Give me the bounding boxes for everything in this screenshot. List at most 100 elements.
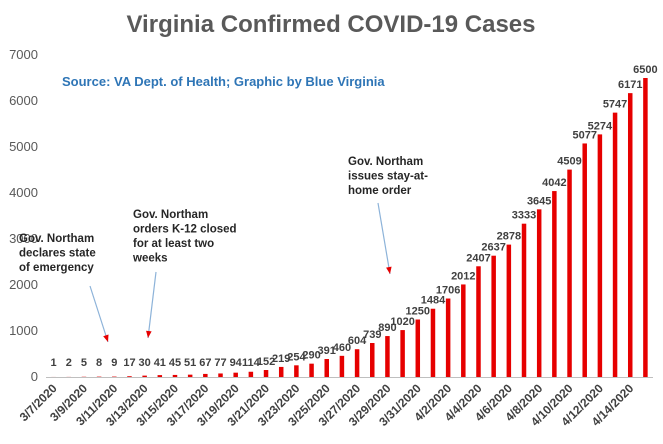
data-label: 890 [378,322,396,334]
data-label: 67 [199,357,211,369]
bar [415,319,421,377]
bar-series [51,78,648,377]
bar [476,266,481,377]
bar [142,375,147,377]
annotation-line: Gov. Northam [133,209,208,221]
annotation-arrowhead [103,334,109,342]
data-label: 114 [242,357,261,369]
bar [248,371,254,377]
bar [172,374,178,377]
annotation-arrow-line [89,285,109,343]
bar [552,191,557,377]
bar [582,143,587,377]
annotation: Gov. Northam orders K-12 closed for at lea… [132,209,237,339]
data-label: 8 [96,357,102,369]
annotation-line: weeks [132,253,168,265]
data-label: 5 [81,357,87,369]
annotation-line: Gov. Northam [348,156,423,168]
data-label: 739 [363,329,381,341]
data-label: 290 [302,350,320,362]
bar [203,373,208,377]
data-label: 77 [214,357,226,369]
data-label: 17 [123,357,135,369]
data-label: 391 [318,345,336,357]
bar [218,373,223,377]
annotation-arrow-line [147,271,157,339]
data-label: 30 [139,357,151,369]
annotation-line: for at least two [133,238,214,250]
data-label: 1020 [390,316,414,328]
data-label: 4509 [557,156,581,168]
data-label: 219 [272,353,290,365]
annotations: Gov. Northam declares state of emergencyGo… [19,156,428,343]
annotation-line: declares state [19,248,96,260]
annotation: Gov. Northam declares state of emergency [19,233,109,343]
data-label: 254 [287,351,306,363]
data-label: 51 [184,357,196,369]
y-tick-label: 4000 [9,185,38,200]
bar [567,169,572,377]
data-label: 604 [348,335,367,347]
data-label: 1 [51,357,57,369]
annotation-line: of emergency [19,262,94,274]
bar [339,355,345,377]
data-label: 5077 [572,129,596,141]
bar [324,359,329,377]
bar [461,284,466,377]
bar [354,349,360,377]
data-label: 41 [154,357,166,369]
data-label: 460 [333,342,351,354]
bar [370,343,375,377]
bar [445,298,451,377]
data-label: 9 [111,357,117,369]
data-label: 6500 [633,64,657,76]
bar [536,209,542,377]
data-label: 4042 [542,177,566,189]
bar [233,372,238,377]
bar [294,365,299,377]
data-label: 2407 [466,252,490,264]
annotation-line: issues stay-at- [348,171,428,183]
y-axis-ticks: 0 1000 2000 3000 4000 5000 6000 7000 [9,47,653,384]
annotation-text: Gov. Northam declares state of emergency [19,233,96,274]
bar [385,336,390,377]
x-axis-ticks: 3/7/20203/9/20203/11/20203/13/20203/15/2… [17,381,637,429]
data-label: 1484 [421,295,446,307]
annotation-line: orders K-12 closed [133,224,237,236]
data-label: 5747 [603,99,627,111]
annotation-arrowhead [146,330,152,338]
data-label: 152 [257,356,275,368]
y-tick-label: 7000 [9,47,38,62]
annotation-arrowhead [386,266,392,274]
bar [157,375,163,377]
y-tick-label: 1000 [9,323,38,338]
chart-subtitle: Source: VA Dept. of Health; Graphic by B… [62,74,385,89]
bar [612,112,618,377]
data-label: 2 [66,357,72,369]
data-label: 6171 [618,79,642,91]
y-tick-label: 5000 [9,139,38,154]
bar [430,308,436,377]
bar [521,223,527,377]
data-label: 2637 [481,242,505,254]
annotation-line: home order [348,185,412,197]
annotation-text: Gov. Northam issues stay-at-home order [348,156,428,197]
bar [127,376,132,377]
annotation-arrow-line [377,202,391,275]
bar [627,93,633,377]
y-tick-label: 6000 [9,93,38,108]
data-label: 1250 [406,306,430,318]
y-tick-label: 3000 [9,231,38,246]
annotation: Gov. Northam issues stay-at-home order [348,156,428,275]
bar [491,255,496,377]
data-label: 3333 [512,210,536,222]
data-labels: 1 2 5 8 9 17 30 41 45 51 67 77 94 1141522192542903914… [51,64,658,369]
bar [309,363,314,377]
annotation-line: Gov. Northam [19,233,94,245]
y-tick-label: 0 [31,369,38,384]
bar [278,366,284,377]
bar [643,78,648,377]
bar [187,374,193,377]
data-label: 3645 [527,195,551,207]
